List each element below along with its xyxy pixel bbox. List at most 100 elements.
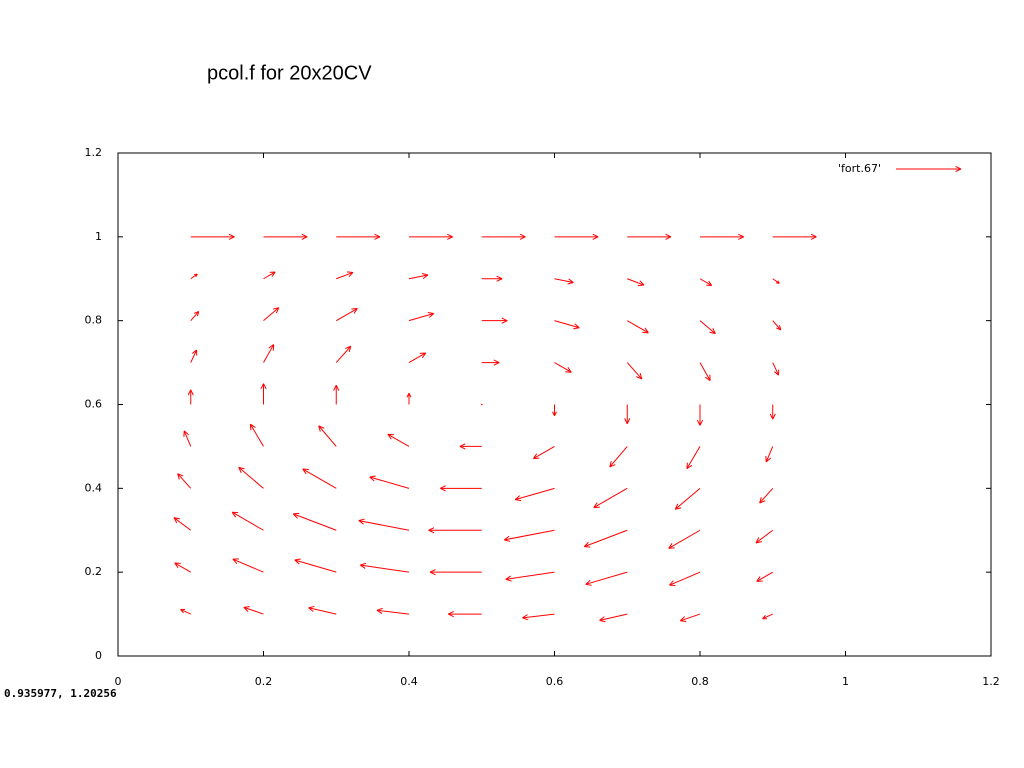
arrow-head <box>318 425 321 432</box>
arrow-head <box>665 236 672 240</box>
vector-arrow <box>772 233 817 240</box>
vector-arrow <box>699 362 711 382</box>
arrow-shaft <box>336 308 358 322</box>
arrow-head <box>639 280 645 286</box>
arrow-head <box>243 607 249 612</box>
arrow-head <box>345 345 351 349</box>
status-readout: 0.935977, 1.20256 <box>4 687 117 700</box>
vector-arrow <box>336 233 381 240</box>
arrow-shaft <box>376 609 410 615</box>
arrow-head <box>776 327 781 331</box>
vector-arrow <box>756 571 773 582</box>
vector-arrow <box>302 468 337 489</box>
arrow-head <box>501 317 508 322</box>
arrow-shaft <box>627 278 645 286</box>
arrow-shaft <box>318 425 337 447</box>
arrow-head <box>522 617 529 621</box>
vector-arrow <box>335 345 352 363</box>
vector-arrow <box>180 608 191 615</box>
arrow-head <box>772 413 776 420</box>
arrow-head <box>180 609 184 614</box>
arrow-head <box>704 376 711 382</box>
arrow-head <box>448 613 454 618</box>
vector-arrow <box>260 383 267 405</box>
vector-arrow <box>585 571 628 586</box>
arrow-shaft <box>686 446 701 469</box>
y-tick-label: 0.2 <box>85 565 103 578</box>
vector-arrow <box>428 527 482 534</box>
arrow-head <box>301 236 308 240</box>
vector-arrow <box>336 308 358 322</box>
arrow-head <box>765 457 772 463</box>
arrow-head <box>738 233 744 238</box>
arrow-head <box>440 487 446 492</box>
arrow-shaft <box>515 487 555 501</box>
arrow-head <box>574 323 580 329</box>
x-tick-label: 0 <box>115 675 122 688</box>
y-tick-label: 1.2 <box>85 146 103 159</box>
vector-arrow <box>318 425 337 447</box>
arrow-head <box>173 517 181 520</box>
vector-arrow <box>696 404 704 426</box>
arrow-head <box>243 606 250 608</box>
arrow-head <box>293 512 300 515</box>
vector-arrow <box>263 271 276 280</box>
arrow-head <box>374 233 381 238</box>
arrow-head <box>187 389 192 396</box>
vector-arrow <box>624 404 631 424</box>
arrow-shaft <box>358 520 410 531</box>
arrow-head <box>585 579 591 585</box>
arrow-head <box>708 280 713 286</box>
x-tick-label: 0.6 <box>546 675 564 688</box>
vector-arrow <box>406 392 412 405</box>
arrow-shaft <box>772 278 780 284</box>
arrow-head <box>196 311 200 317</box>
arrow-shaft <box>585 571 628 585</box>
arrow-head <box>680 620 687 623</box>
arrow-head <box>493 359 500 364</box>
vector-arrow <box>554 362 572 373</box>
arrow-head <box>302 468 307 475</box>
arrow-shaft <box>408 352 426 364</box>
arrow-head <box>674 503 679 510</box>
arrow-head <box>554 411 557 417</box>
x-tick-label: 0.2 <box>255 675 273 688</box>
vector-arrow <box>699 320 716 335</box>
vector-arrow <box>387 433 410 447</box>
vector-arrow <box>532 445 555 460</box>
arrow-head <box>756 576 761 582</box>
vector-arrow <box>183 430 192 447</box>
arrow-shaft <box>243 606 264 615</box>
arrow-head <box>567 366 572 373</box>
arrow-head <box>709 331 716 335</box>
arrow-head <box>762 614 766 620</box>
vector-arrow <box>668 529 701 549</box>
vector-arrow <box>480 403 483 406</box>
vector-arrow <box>231 511 264 531</box>
arrow-head <box>778 325 782 331</box>
arrow-shaft <box>533 445 555 460</box>
arrow-head <box>810 236 817 240</box>
y-tick-label: 0 <box>95 649 102 662</box>
arrow-head <box>519 236 526 240</box>
arrow-head <box>318 425 325 429</box>
vector-arrow <box>481 359 500 366</box>
arrow-shaft <box>627 320 649 334</box>
arrow-shaft <box>408 274 429 280</box>
vector-arrow <box>769 404 776 420</box>
arrow-head <box>493 362 500 366</box>
vector-arrow <box>552 404 557 417</box>
vector-arrow <box>190 273 198 280</box>
arrow-head <box>504 535 510 541</box>
arrow-head <box>609 461 612 468</box>
arrow-head <box>759 500 766 504</box>
arrow-head <box>738 236 744 240</box>
arrow-head <box>428 529 435 534</box>
arrow-head <box>675 507 682 510</box>
arrow-head <box>505 575 512 580</box>
arrow-head <box>429 569 436 573</box>
arrow-shaft <box>387 433 410 447</box>
arrow-shaft <box>263 307 280 322</box>
x-tick-label: 0.4 <box>400 675 418 688</box>
arrow-head <box>376 607 383 611</box>
